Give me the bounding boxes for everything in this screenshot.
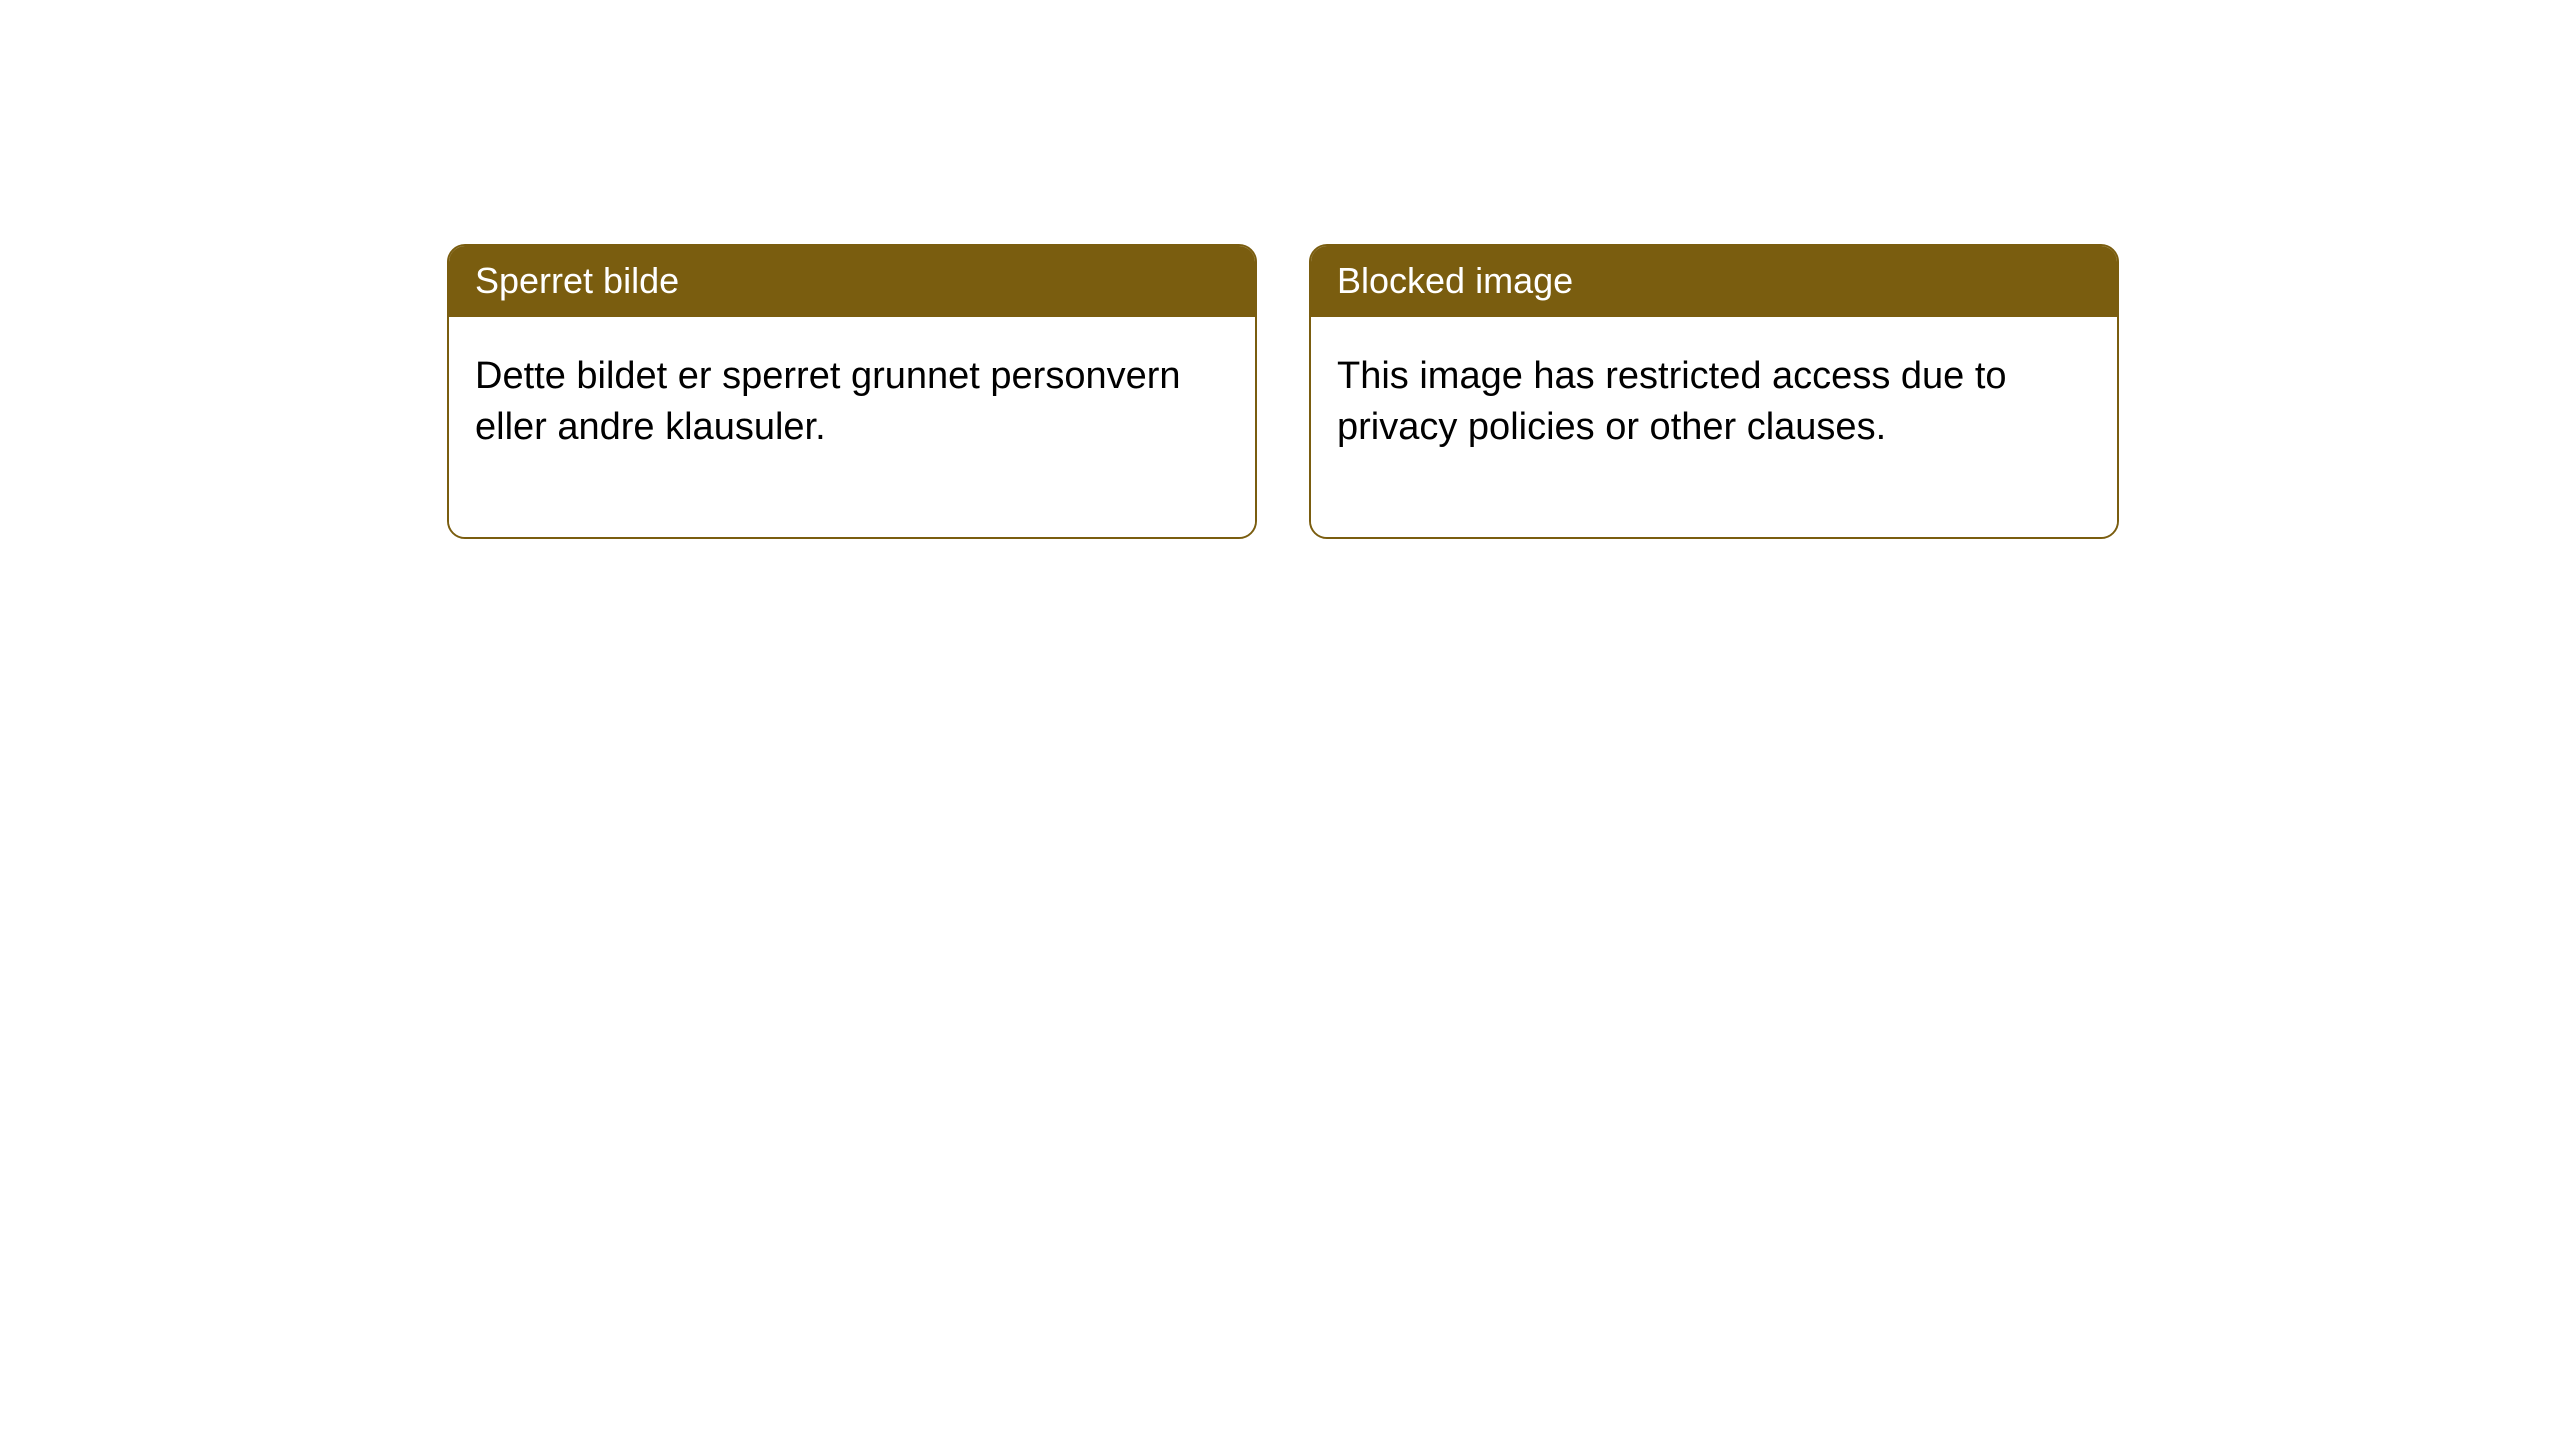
notice-body-norwegian: Dette bildet er sperret grunnet personve… bbox=[449, 317, 1255, 537]
notice-body-english: This image has restricted access due to … bbox=[1311, 317, 2117, 537]
notice-box-english: Blocked image This image has restricted … bbox=[1309, 244, 2119, 539]
notice-header-english: Blocked image bbox=[1311, 246, 2117, 317]
notice-header-norwegian: Sperret bilde bbox=[449, 246, 1255, 317]
notice-box-norwegian: Sperret bilde Dette bildet er sperret gr… bbox=[447, 244, 1257, 539]
notice-container: Sperret bilde Dette bildet er sperret gr… bbox=[0, 0, 2560, 539]
